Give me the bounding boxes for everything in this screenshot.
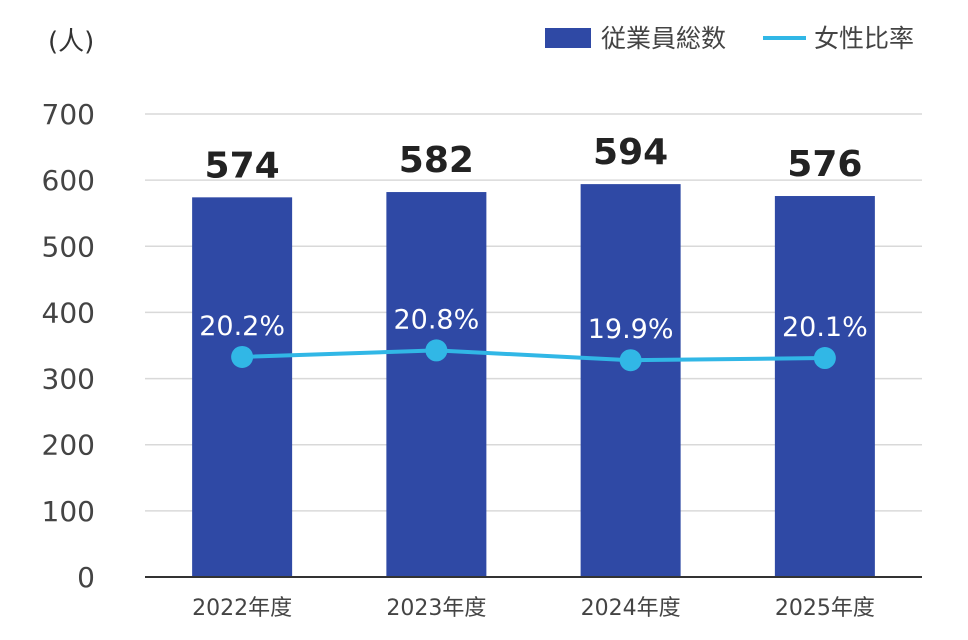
- ratio-point: [813, 347, 836, 370]
- ratio-value-label: 20.2%: [199, 311, 285, 342]
- bar-value-label: 582: [399, 140, 474, 181]
- ratio-line: [242, 348, 825, 363]
- ratio-point: [231, 345, 254, 368]
- ratio-value-label: 20.1%: [782, 312, 868, 343]
- y-unit-label: (人): [48, 27, 94, 57]
- y-axis-ticks: 0 100 200 300 400 500 600 700: [42, 98, 95, 594]
- ratio-point: [425, 339, 448, 362]
- legend: 従業員総数 女性比率: [545, 24, 914, 53]
- bar-value-label: 574: [205, 145, 280, 186]
- bar-value-label: 594: [593, 132, 668, 173]
- x-tick-label: 2022年度: [192, 596, 292, 621]
- x-tick-label: 2023年度: [386, 596, 486, 621]
- legend-swatch-bar: [545, 28, 591, 48]
- y-tick-label: 100: [42, 495, 95, 528]
- bar: [192, 197, 293, 577]
- y-tick-label: 600: [42, 164, 95, 197]
- y-tick-label: 400: [42, 296, 95, 329]
- y-tick-label: 0: [77, 561, 95, 594]
- bar: [580, 184, 681, 577]
- legend-label-bar: 従業員総数: [601, 24, 726, 53]
- ratio-point: [619, 349, 642, 372]
- x-axis-ticks: 2022年度 2023年度 2024年度 2025年度: [192, 596, 875, 621]
- x-tick-label: 2025年度: [775, 596, 875, 621]
- bar-value-label: 576: [787, 144, 862, 185]
- bar: [386, 192, 487, 577]
- bar: [774, 196, 875, 577]
- x-tick-label: 2024年度: [581, 596, 681, 621]
- y-tick-label: 700: [42, 98, 95, 131]
- ratio-value-label: 20.8%: [393, 304, 479, 335]
- y-tick-label: 500: [42, 230, 95, 263]
- bars: 574 582 594 576: [192, 132, 875, 577]
- line-series: 20.2% 20.8% 19.9% 20.1%: [199, 304, 868, 372]
- ratio-value-label: 19.9%: [588, 314, 674, 345]
- y-tick-label: 200: [42, 429, 95, 462]
- y-tick-label: 300: [42, 363, 95, 396]
- legend-label-line: 女性比率: [814, 24, 914, 53]
